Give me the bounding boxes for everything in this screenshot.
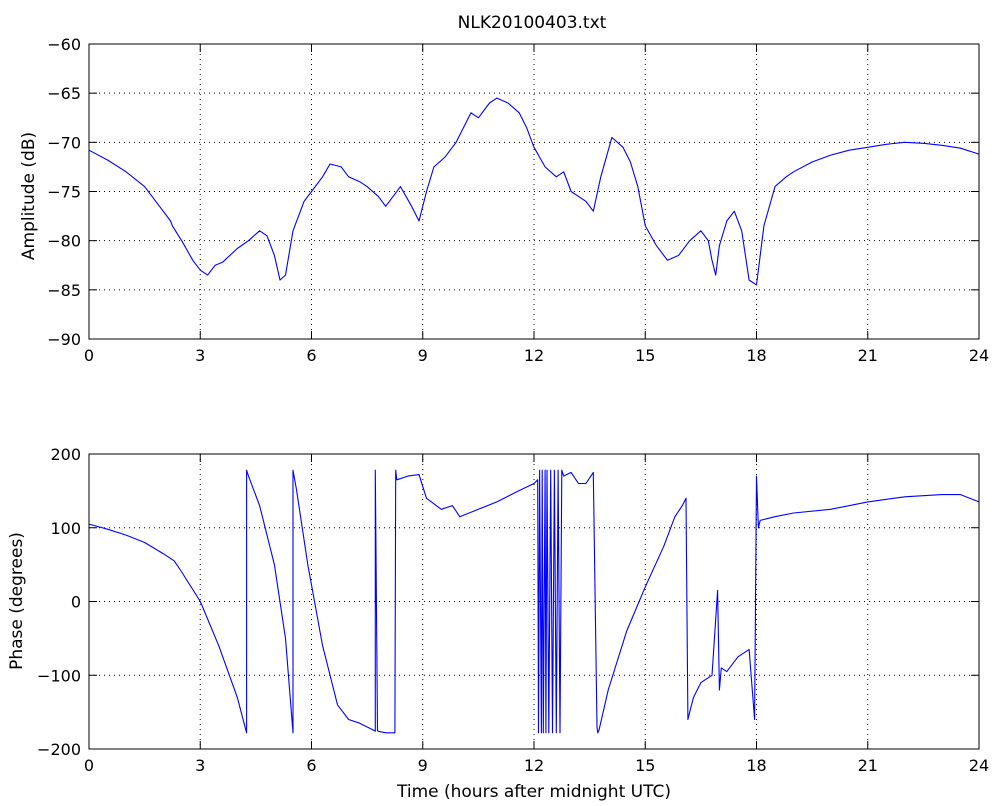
amplitude-x-tick-label: 15 xyxy=(635,346,655,365)
phase-x-tick-label: 12 xyxy=(524,756,544,775)
amplitude-x-tick-label: 3 xyxy=(195,346,205,365)
phase-y-tick-label: 0 xyxy=(71,593,81,612)
phase-y-axis-label: Phase (degrees) xyxy=(7,532,27,670)
amplitude-y-tick-label: −65 xyxy=(47,84,81,103)
phase-series-line xyxy=(88,469,980,734)
phase-x-tick-label: 3 xyxy=(195,756,205,775)
amplitude-y-tick-label: −80 xyxy=(47,232,81,251)
phase-y-tick-label: −200 xyxy=(37,740,81,759)
amplitude-series-line xyxy=(88,97,980,286)
phase-y-tick-label: −100 xyxy=(37,666,81,685)
amplitude-y-tick-label: −60 xyxy=(47,35,81,54)
phase-x-tick-label: 18 xyxy=(746,756,766,775)
amplitude-y-tick-label: −75 xyxy=(47,183,81,202)
amplitude-y-axis-label: Amplitude (dB) xyxy=(19,132,39,260)
phase-x-tick-label: 15 xyxy=(635,756,655,775)
phase-x-tick-label: 21 xyxy=(858,756,878,775)
amplitude-x-tick-label: 12 xyxy=(524,346,544,365)
phase-x-axis-label: Time (hours after midnight UTC) xyxy=(396,782,671,802)
amplitude-chart-title: NLK20100403.txt xyxy=(458,13,607,33)
amplitude-y-tick-label: −85 xyxy=(47,281,81,300)
phase-x-tick-label: 9 xyxy=(418,756,428,775)
amplitude-y-tick-label: −90 xyxy=(47,330,81,349)
phase-y-tick-label: 100 xyxy=(50,519,81,538)
amplitude-x-tick-label: 0 xyxy=(84,346,94,365)
phase-y-tick-label: 200 xyxy=(50,445,81,464)
amplitude-x-tick-label: 18 xyxy=(746,346,766,365)
phase-x-tick-label: 0 xyxy=(84,756,94,775)
amplitude-x-tick-label: 6 xyxy=(306,346,316,365)
amplitude-y-tick-label: −70 xyxy=(47,133,81,152)
amplitude-x-tick-label: 21 xyxy=(858,346,878,365)
phase-x-tick-label: 24 xyxy=(969,756,989,775)
phase-x-tick-label: 6 xyxy=(306,756,316,775)
amplitude-x-tick-label: 9 xyxy=(418,346,428,365)
amplitude-x-tick-label: 24 xyxy=(969,346,989,365)
